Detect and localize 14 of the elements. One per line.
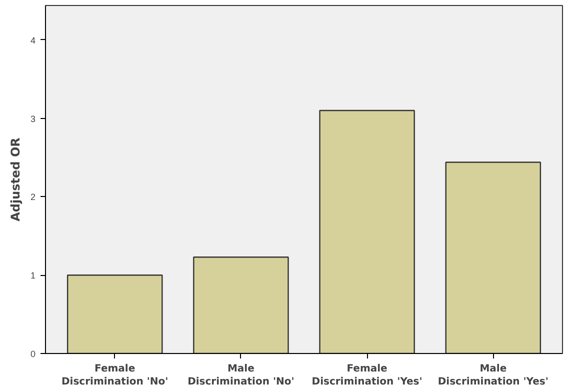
bar	[193, 256, 289, 354]
bar	[319, 110, 415, 354]
y-tick-label: 4	[30, 35, 36, 46]
bar	[66, 274, 163, 354]
x-tick-label: Female Discrimination 'Yes'	[312, 364, 422, 388]
x-tick-label: Female Discrimination 'No'	[61, 364, 168, 388]
x-tick-label: Male Discrimination 'No'	[188, 364, 294, 388]
x-tick-label: Male Discrimination 'Yes'	[438, 364, 548, 388]
bar	[445, 162, 542, 354]
y-tick-label: 2	[30, 192, 36, 202]
y-axis-title: Adjusted OR	[8, 138, 22, 222]
y-tick-label: 1	[30, 270, 36, 281]
y-tick-label: 3	[30, 114, 36, 124]
y-tick-label: 0	[30, 349, 36, 359]
